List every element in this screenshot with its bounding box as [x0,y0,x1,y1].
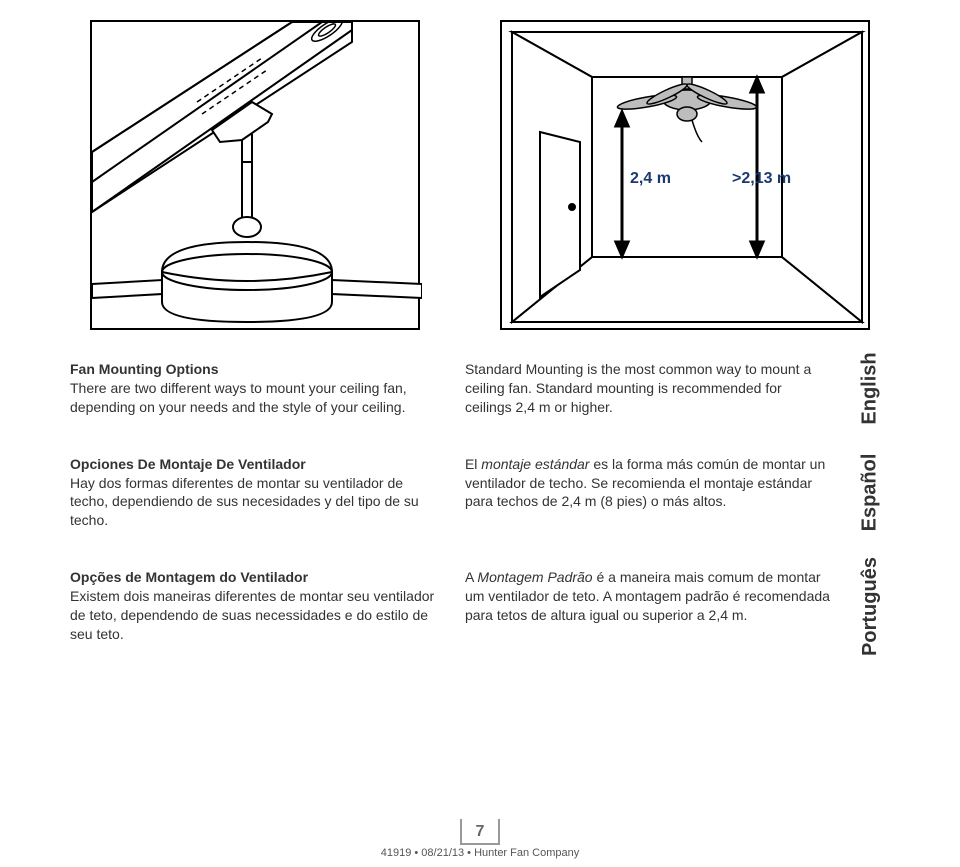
spanish-right-lead: montaje estándar [481,456,589,472]
row-portuguese: Opções de Montagem do Ventilador Existem… [70,568,890,644]
dimension-label-clearance: >2,13 m [732,170,791,188]
english-left-body: There are two different ways to mount yo… [70,380,407,415]
spanish-left-body: Hay dos formas diferentes de montar su v… [70,475,419,529]
portuguese-left: Opções de Montagem do Ventilador Existem… [70,568,445,644]
tab-spanish: Español [850,481,890,504]
portuguese-left-body: Existem dois maneiras diferentes de mont… [70,588,434,642]
page-number: 7 [460,819,501,845]
illustration-row: 2,4 m >2,13 m [0,0,960,330]
footer-line: 41919 • 08/21/13 • Hunter Fan Company [381,847,580,859]
dimension-label-height: 2,4 m [630,170,671,188]
row-english: Fan Mounting Options There are two diffe… [70,360,890,417]
tab-portuguese-label: Português [859,557,882,656]
footer: 7 41919 • 08/21/13 • Hunter Fan Company [0,819,960,859]
english-heading: Fan Mounting Options [70,361,219,377]
row-spanish: Opciones De Montaje De Ventilador Hay do… [70,455,890,531]
portuguese-right-prefix: A [465,569,477,585]
tab-portuguese: Português [850,595,890,618]
portuguese-right: A Montagem Padrão é a maneira mais comum… [465,568,830,625]
spanish-left: Opciones De Montaje De Ventilador Hay do… [70,455,445,531]
spanish-heading: Opciones De Montaje De Ventilador [70,456,306,472]
english-left: Fan Mounting Options There are two diffe… [70,360,445,417]
tab-spanish-label: Español [859,454,882,532]
portuguese-heading: Opções de Montagem do Ventilador [70,569,308,585]
english-right: Standard Mounting is the most common way… [465,360,830,417]
spanish-right: El montaje estándar es la forma más comú… [465,455,830,512]
english-right-lead: Standard Mounting [465,361,583,377]
tab-english-label: English [859,352,882,424]
tab-english: English [850,377,890,400]
illustration-angled-mount [90,20,420,330]
portuguese-right-lead: Montagem Padrão [477,569,592,585]
spanish-right-prefix: El [465,456,481,472]
text-content: Fan Mounting Options There are two diffe… [0,330,960,644]
illustration-standard-mount: 2,4 m >2,13 m [500,20,870,330]
